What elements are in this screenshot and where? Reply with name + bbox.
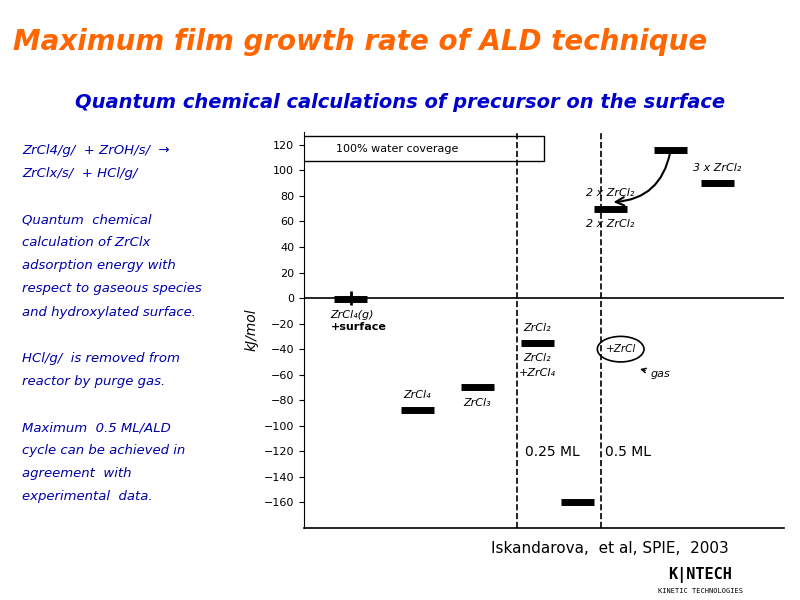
Text: agreement  with: agreement with [22, 467, 131, 480]
Text: cycle can be achieved in: cycle can be achieved in [22, 444, 186, 457]
Text: ZrCl₂: ZrCl₂ [523, 353, 551, 363]
Text: and hydroxylated surface.: and hydroxylated surface. [22, 305, 196, 319]
Text: calculation of ZrClx: calculation of ZrClx [22, 236, 150, 249]
Text: 100% water coverage: 100% water coverage [336, 143, 458, 154]
Text: +ZrCl: +ZrCl [606, 344, 636, 354]
Text: gas: gas [642, 368, 670, 379]
Text: 0.25 ML: 0.25 ML [526, 445, 580, 459]
Text: 2 x ZrCl₂: 2 x ZrCl₂ [586, 219, 635, 229]
Text: KINETIC TECHNOLOGIES: KINETIC TECHNOLOGIES [658, 588, 742, 594]
Text: ZrCl₄: ZrCl₄ [403, 390, 431, 400]
Text: experimental  data.: experimental data. [22, 490, 153, 503]
Text: ZrCl4/g/  + ZrOH/s/  →: ZrCl4/g/ + ZrOH/s/ → [22, 144, 170, 157]
Text: ZrCl₄(g): ZrCl₄(g) [330, 310, 374, 320]
Text: adsorption energy with: adsorption energy with [22, 259, 176, 272]
FancyArrowPatch shape [616, 152, 670, 206]
Text: ZrClx/s/  + HCl/g/: ZrClx/s/ + HCl/g/ [22, 167, 138, 180]
Text: HCl/g/  is removed from: HCl/g/ is removed from [22, 352, 180, 365]
Text: ZrCl₃: ZrCl₃ [463, 398, 491, 408]
Text: respect to gaseous species: respect to gaseous species [22, 283, 202, 295]
Text: Quantum  chemical: Quantum chemical [22, 213, 151, 226]
FancyBboxPatch shape [250, 136, 544, 161]
Text: +ZrCl₄: +ZrCl₄ [519, 368, 556, 379]
Text: ZrCl₂: ZrCl₂ [523, 323, 551, 332]
Ellipse shape [598, 337, 644, 362]
Text: Quantum chemical calculations of precursor on the surface: Quantum chemical calculations of precurs… [75, 92, 725, 112]
Text: +surface: +surface [330, 322, 386, 332]
Y-axis label: kJ/mol: kJ/mol [244, 308, 258, 352]
Text: 2 x ZrCl₂: 2 x ZrCl₂ [586, 188, 635, 199]
Text: Iskandarova,  et al, SPIE,  2003: Iskandarova, et al, SPIE, 2003 [490, 541, 729, 556]
Text: K|NTECH: K|NTECH [668, 567, 732, 583]
Text: Maximum  0.5 ML/ALD: Maximum 0.5 ML/ALD [22, 421, 171, 434]
Text: reactor by purge gas.: reactor by purge gas. [22, 375, 166, 388]
Text: Maximum film growth rate of ALD technique: Maximum film growth rate of ALD techniqu… [13, 28, 707, 56]
Text: 3 x ZrCl₂: 3 x ZrCl₂ [693, 163, 742, 173]
Text: 0.5 ML: 0.5 ML [606, 445, 651, 459]
